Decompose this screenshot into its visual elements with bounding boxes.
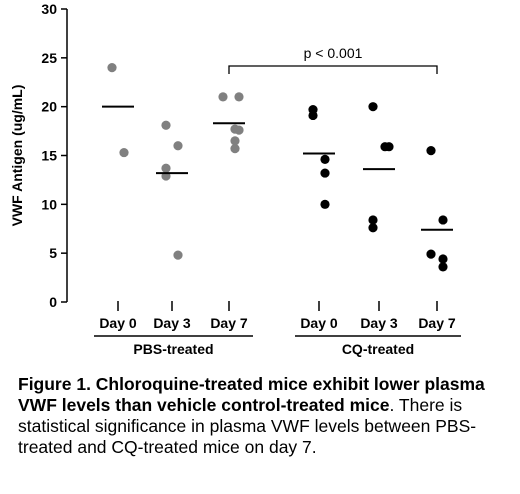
x-category-label: Day 0 — [99, 315, 137, 331]
x-category-label: Day 3 — [360, 315, 398, 331]
data-point — [161, 120, 171, 130]
significance-bracket — [228, 65, 438, 74]
group-label: CQ-treated — [342, 341, 414, 357]
figure-caption: Figure 1. Chloroquine-treated mice exhib… — [18, 374, 514, 458]
vwf-scatter-chart: 0 5 10 15 20 25 30 VWF Antigen (ug/mL) p < 0.00… — [9, 1, 461, 357]
group-labels: PBS-treated CQ-treated — [94, 335, 461, 357]
y-tick-label: 10 — [41, 196, 57, 212]
data-point — [308, 110, 318, 121]
x-category-label: Day 3 — [153, 315, 191, 331]
data-point — [119, 147, 129, 158]
x-category-label: Day 7 — [418, 315, 456, 331]
y-tick-label: 20 — [41, 99, 57, 115]
data-point — [426, 146, 436, 156]
data-point — [368, 102, 378, 112]
x-category-label: Day 7 — [210, 315, 248, 331]
data-point — [107, 63, 117, 73]
data-point — [218, 92, 228, 102]
data-point — [368, 215, 378, 225]
x-category-labels: Day 0 Day 3 Day 7 Day 0 Day 3 Day 7 — [99, 301, 456, 331]
y-tick-label: 0 — [49, 294, 57, 310]
significance-annotation: p < 0.001 — [228, 45, 438, 74]
data-point — [384, 142, 394, 152]
data-points — [107, 63, 448, 272]
caption-title: Figure 1. Chloroquine-treated mice exhib… — [18, 374, 485, 415]
data-point — [173, 250, 183, 260]
data-point — [426, 249, 436, 259]
data-point — [230, 144, 240, 154]
data-point — [230, 136, 240, 146]
chart-axes: 0 5 10 15 20 25 30 VWF Antigen (ug/mL) — [9, 1, 68, 310]
y-tick-label: 30 — [41, 1, 57, 17]
data-point — [320, 168, 330, 178]
mean-lines — [102, 105, 453, 231]
data-point — [234, 125, 244, 135]
p-value-label: p < 0.001 — [304, 45, 363, 61]
data-point — [438, 254, 448, 264]
data-point — [173, 141, 183, 151]
data-point — [438, 262, 448, 272]
data-point — [368, 223, 378, 233]
data-point — [438, 215, 448, 225]
group-label: PBS-treated — [133, 341, 213, 357]
data-point — [161, 163, 171, 173]
data-point — [234, 92, 244, 102]
caption-body: . There is statistical significance in p… — [18, 395, 477, 457]
y-tick-label: 5 — [49, 245, 57, 261]
y-axis-label: VWF Antigen (ug/mL) — [9, 85, 25, 227]
y-tick-label: 15 — [41, 148, 57, 164]
data-point — [320, 154, 330, 165]
x-category-label: Day 0 — [300, 315, 338, 331]
data-point — [320, 199, 330, 209]
y-tick-label: 25 — [41, 50, 57, 66]
